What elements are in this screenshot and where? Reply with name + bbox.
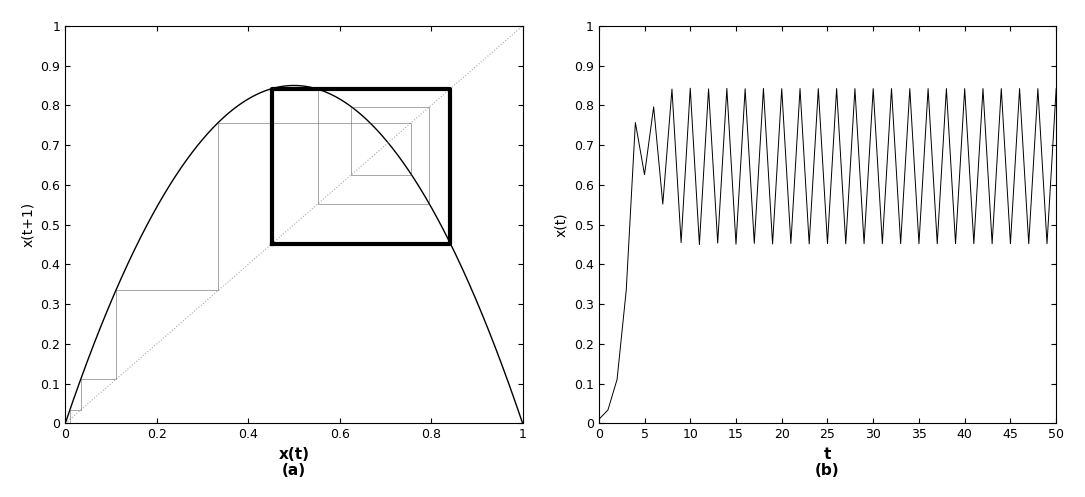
Text: (b): (b) <box>815 463 840 478</box>
X-axis label: t: t <box>824 447 831 462</box>
Text: (a): (a) <box>282 463 306 478</box>
Y-axis label: x(t+1): x(t+1) <box>21 202 35 247</box>
Y-axis label: x(t): x(t) <box>554 212 569 237</box>
X-axis label: x(t): x(t) <box>279 447 309 462</box>
